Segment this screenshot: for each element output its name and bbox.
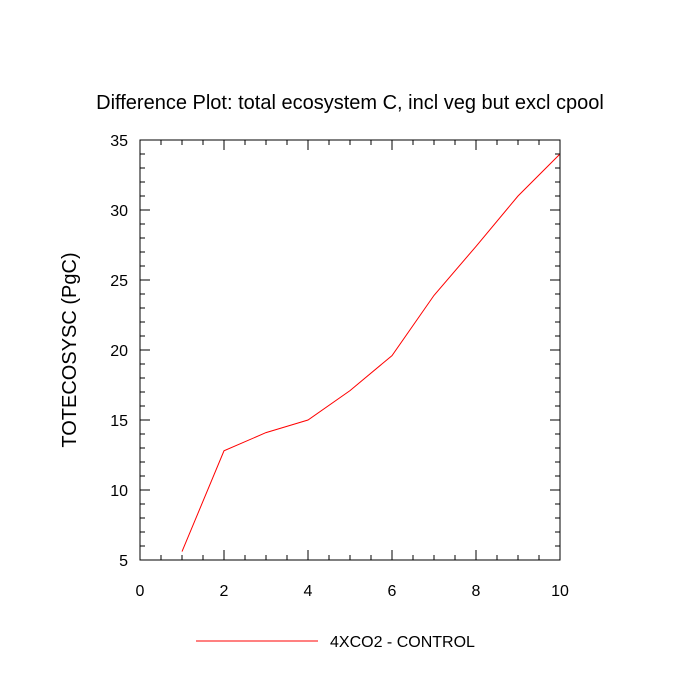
y-tick-label: 5 [119,553,128,570]
chart-title: Difference Plot: total ecosystem C, incl… [96,92,604,114]
y-tick-label: 20 [110,343,128,360]
y-tick-label: 25 [110,273,128,290]
y-tick-label: 15 [110,413,128,430]
legend-label: 4XCO2 - CONTROL [330,634,475,651]
x-tick-label: 2 [220,583,229,600]
y-tick-label: 10 [110,483,128,500]
x-tick-label: 10 [551,583,569,600]
y-tick-label: 30 [110,203,128,220]
series-line [181,153,561,552]
y-tick-label: 35 [110,133,128,150]
legend: 4XCO2 - CONTROL [196,634,475,651]
series-lines [181,153,561,552]
plot-frame [139,139,561,561]
x-tick-label: 8 [472,583,481,600]
tick-labels: 0 2 4 6 8 10 5 10 15 20 25 30 35 [110,133,569,600]
x-tick-label: 4 [304,583,313,600]
axis-ticks [139,139,561,561]
y-axis-label: TOTECOSYSC (PgC) [59,252,81,447]
x-tick-label: 0 [136,583,145,600]
x-tick-label: 6 [388,583,397,600]
